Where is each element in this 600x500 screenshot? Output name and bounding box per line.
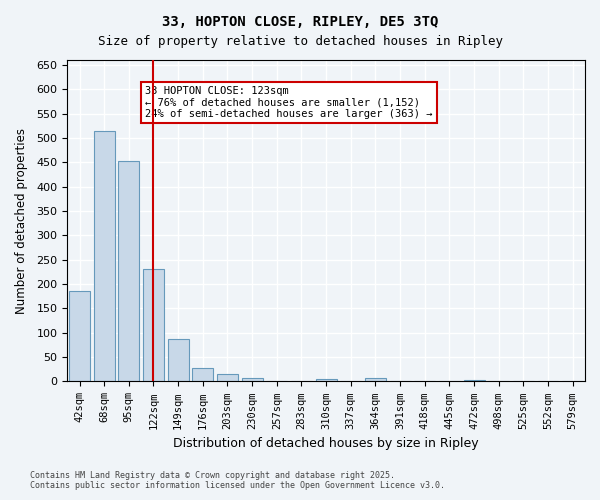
Bar (464, 380, 485, 382)
Bar (94, 130, 115, 382)
Bar (143, 270, 164, 382)
Bar (365, 378, 386, 382)
Bar (193, 368, 213, 382)
Bar (217, 374, 238, 382)
X-axis label: Distribution of detached houses by size in Ripley: Distribution of detached houses by size … (173, 437, 479, 450)
Bar (118, 162, 139, 382)
Bar (316, 379, 337, 382)
Bar (167, 339, 188, 382)
Text: 33 HOPTON CLOSE: 123sqm
← 76% of detached houses are smaller (1,152)
24% of semi: 33 HOPTON CLOSE: 123sqm ← 76% of detache… (145, 86, 433, 119)
Text: 33, HOPTON CLOSE, RIPLEY, DE5 3TQ: 33, HOPTON CLOSE, RIPLEY, DE5 3TQ (162, 15, 438, 29)
Bar (69, 292, 90, 382)
Y-axis label: Number of detached properties: Number of detached properties (15, 128, 28, 314)
Text: Size of property relative to detached houses in Ripley: Size of property relative to detached ho… (97, 35, 503, 48)
Bar (242, 378, 263, 382)
Text: Contains HM Land Registry data © Crown copyright and database right 2025.
Contai: Contains HM Land Registry data © Crown c… (30, 470, 445, 490)
